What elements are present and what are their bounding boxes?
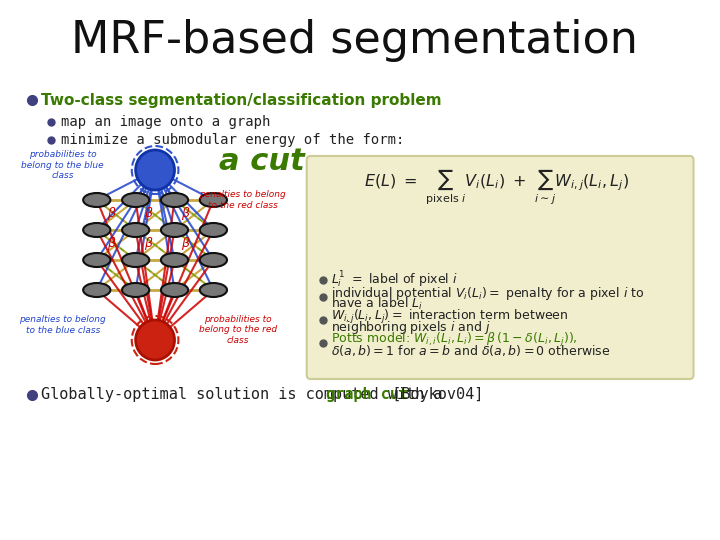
Text: β: β — [181, 206, 189, 219]
Text: β: β — [144, 206, 152, 219]
Ellipse shape — [161, 283, 188, 297]
Ellipse shape — [199, 253, 227, 267]
Ellipse shape — [199, 193, 227, 207]
Text: minimize a submodular energy of the form:: minimize a submodular energy of the form… — [60, 133, 404, 147]
Text: neighboring pixels $i$ and $j$: neighboring pixels $i$ and $j$ — [331, 319, 491, 335]
Ellipse shape — [122, 253, 149, 267]
Text: β: β — [107, 237, 115, 249]
Ellipse shape — [161, 193, 188, 207]
Text: probabilities to
belong to the red
class: probabilities to belong to the red class — [199, 315, 276, 345]
Text: penalties to belong
to the red class: penalties to belong to the red class — [199, 190, 286, 210]
Text: Potts model: $W_{i,i}(L_i,L_i) = \beta\,(1-\delta(L_i,L_j)),$: Potts model: $W_{i,i}(L_i,L_i) = \beta\,… — [331, 331, 577, 349]
Text: [Boykov04]: [Boykov04] — [382, 388, 483, 402]
Text: graph cut: graph cut — [325, 388, 408, 402]
Text: map an image onto a graph: map an image onto a graph — [60, 115, 270, 129]
Text: $W_{i,j}(L_i,L_j) =$ interaction term between: $W_{i,j}(L_i,L_j) =$ interaction term be… — [331, 308, 569, 326]
Text: MRF-based segmentation: MRF-based segmentation — [71, 18, 638, 62]
Text: a cut: a cut — [219, 147, 305, 177]
Text: penalties to belong
to the blue class: penalties to belong to the blue class — [19, 315, 106, 335]
Text: $\delta(a,b) = 1$ for $a=b$ and $\delta(a,b)=0$ otherwise: $\delta(a,b) = 1$ for $a=b$ and $\delta(… — [331, 342, 611, 357]
Ellipse shape — [122, 283, 149, 297]
Text: have a label $L_i$: have a label $L_i$ — [331, 296, 423, 312]
Ellipse shape — [161, 253, 188, 267]
Text: β: β — [181, 237, 189, 249]
Text: individual potential $V_i(L_i) =$ penalty for a pixel $i$ to: individual potential $V_i(L_i) =$ penalt… — [331, 286, 644, 302]
Circle shape — [135, 320, 174, 360]
Ellipse shape — [84, 253, 110, 267]
Ellipse shape — [122, 223, 149, 237]
Ellipse shape — [161, 223, 188, 237]
Text: β: β — [107, 206, 115, 219]
Ellipse shape — [84, 223, 110, 237]
Text: $L_i^1\ =$ label of pixel $i$: $L_i^1\ =$ label of pixel $i$ — [331, 270, 458, 290]
Text: probabilities to
belong to the blue
class: probabilities to belong to the blue clas… — [22, 150, 104, 180]
Text: β: β — [144, 237, 152, 249]
Ellipse shape — [84, 193, 110, 207]
Text: Globally-optimal solution is computed with a: Globally-optimal solution is computed wi… — [41, 388, 452, 402]
Circle shape — [135, 150, 174, 190]
Ellipse shape — [199, 223, 227, 237]
Ellipse shape — [84, 283, 110, 297]
Text: Two-class segmentation/classification problem: Two-class segmentation/classification pr… — [41, 92, 442, 107]
Ellipse shape — [122, 193, 149, 207]
Text: $E(L)\ =\ \sum_{\mathrm{pixels}\ i} V_i(L_i)\ +\ \sum_{i \sim j} W_{i,j}(L_i,L_j: $E(L)\ =\ \sum_{\mathrm{pixels}\ i} V_i(… — [364, 167, 629, 207]
FancyBboxPatch shape — [307, 156, 693, 379]
Ellipse shape — [199, 283, 227, 297]
